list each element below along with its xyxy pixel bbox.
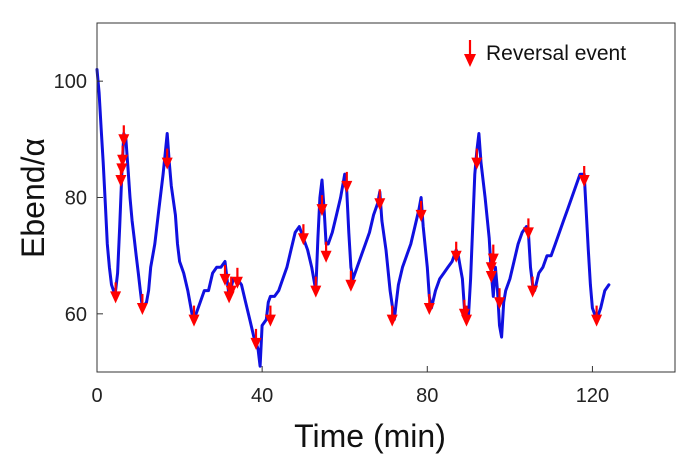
reversal-event-marker [341,171,353,193]
reversal-event-marker [110,282,122,304]
reversal-event-marker [386,305,398,327]
reversal-arrow-head [297,233,309,246]
x-axis-label: Time (min) [294,418,446,454]
reversal-arrow-head [487,253,499,266]
reversal-arrow-head [415,209,427,222]
reversal-arrow-head [374,198,386,211]
reversal-event-marker [461,305,472,327]
reversal-event-marker [316,195,328,217]
reversal-event-marker [188,305,200,327]
reversal-event-marker [310,276,322,298]
down-arrow-icon [464,40,476,67]
reversal-event-marker [136,294,148,315]
reversal-event-marker [487,244,499,266]
reversal-arrow-head [471,157,483,170]
x-tick-label: 0 [91,385,102,407]
reversal-event-marker [320,241,332,263]
plot-frame [96,22,676,373]
legend-label: Reversal event [486,42,626,65]
reversal-event-marker [161,148,173,170]
reversal-event-marker [522,218,534,240]
reversal-arrow-head [341,180,353,193]
reversal-arrow-head [136,303,148,315]
reversal-arrow-head [188,314,200,327]
reversal-event-marker [345,270,357,292]
reversal-event-marker [231,267,243,289]
reversal-event-marker [485,262,497,283]
reversal-arrow-head [264,314,276,327]
x-tick-label: 80 [416,385,438,407]
reversal-arrow-head [578,175,590,187]
reversal-event-marker [118,125,130,147]
series-line [95,68,611,368]
reversal-event-marker [264,305,276,327]
reversal-arrow-head [161,157,173,170]
reversal-arrow-head [320,250,332,263]
reversal-event-marker [374,189,386,211]
reversal-arrow-head [310,285,322,298]
reversal-event-marker [225,276,237,298]
reversal-arrow-head [450,250,462,263]
reversal-arrow-head [110,291,122,304]
reversal-event-marker [494,288,505,310]
legend: Reversal event [464,40,626,67]
reversal-event-marker [115,166,127,187]
x-tick-label: 40 [251,385,273,407]
y-tick-label: 60 [65,304,87,326]
plot-area [95,68,611,368]
y-axis-label: Ebend/α [15,138,51,258]
reversal-arrow-head [522,227,534,240]
reversal-arrow-head [485,271,497,283]
reversal-arrow-head [386,314,398,327]
reversal-arrow-head [231,276,243,289]
reversal-arrow-head [225,285,237,298]
reversal-arrow-head [494,297,505,310]
reversal-event-marker [415,200,427,222]
reversal-arrow-head [461,314,472,327]
reversal-event-marker [471,148,483,170]
reversal-arrow-head [423,303,435,315]
y-tick-label: 100 [54,71,87,93]
reversal-arrow-head [527,285,539,298]
reversal-event-marker [250,328,262,350]
reversal-event-marker [450,241,462,263]
reversal-arrow-head [250,337,262,350]
reversal-arrow-head [591,314,603,327]
reversal-arrow-head [219,273,231,286]
reversal-event-marker [591,305,603,327]
reversal-arrow-head [118,134,130,147]
axes: 0 40 80 120 60 80 100 [54,22,676,407]
y-tick-label: 80 [65,188,87,210]
reversal-event-marker [527,276,539,298]
reversal-arrow-head [345,279,357,292]
reversal-event-marker [219,264,231,286]
reversal-arrow-head [316,204,328,217]
x-tick-label: 120 [576,385,609,407]
reversal-event-marker [423,294,435,315]
reversal-event-marker [578,166,590,187]
reversal-arrow-head [115,175,127,187]
reversal-event-marker [297,224,309,246]
